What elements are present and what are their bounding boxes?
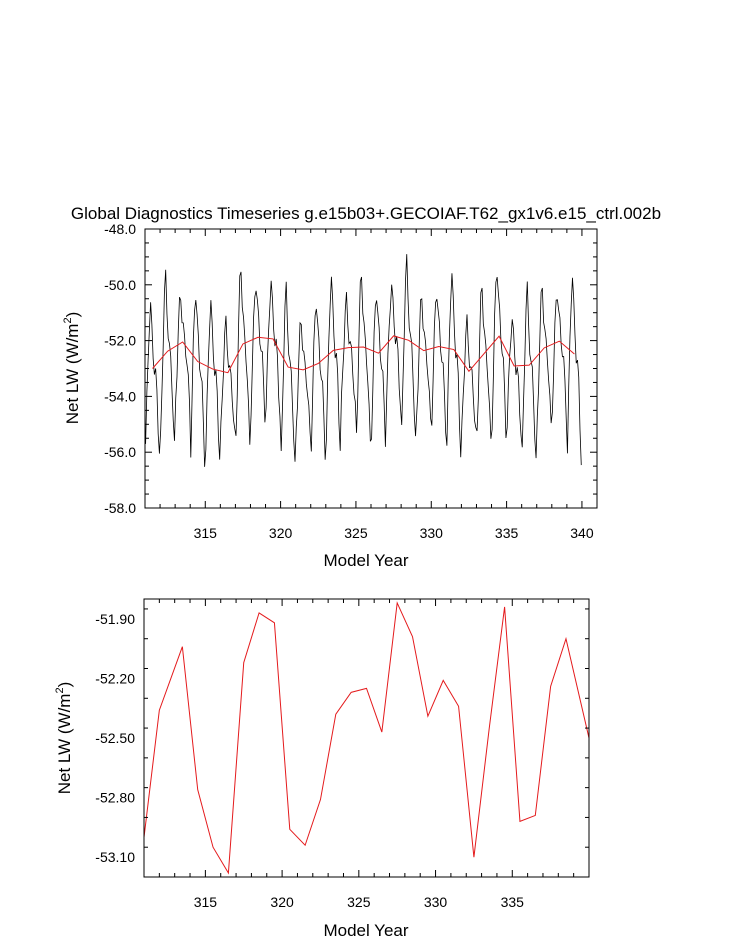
top-x-tick-label: 335 <box>495 525 519 541</box>
bottom-y-tick-label: -52.50 <box>95 730 135 746</box>
top-y-tick-label: -50.0 <box>104 277 136 293</box>
bottom-x-tick-label: 330 <box>424 894 448 910</box>
bottom-annual-series-line <box>143 601 590 875</box>
top-x-tick-label: 340 <box>570 525 594 541</box>
bottom-panel: 315 320 325 330 335 -53.10 -52.80 -52.50 -52.20 -… <box>54 598 590 940</box>
chart-title: Global Diagnostics Timeseries g.e15b03+.… <box>71 204 661 223</box>
bottom-y-tick-label: -53.10 <box>95 849 135 865</box>
bottom-y-axis-label-main: Net LW (W/m <box>55 694 74 795</box>
bottom-y-axis-label-sup: 2 <box>54 687 66 693</box>
top-y-tick-label: -48.0 <box>104 221 136 237</box>
bottom-x-tick-label: 325 <box>347 894 371 910</box>
top-ticks: 315 320 325 330 335 340 -58.0 -56.0 -54.0 -52.0 -5… <box>104 221 598 541</box>
top-annual-series-line <box>152 335 575 374</box>
top-y-axis-label: Net LW (W/m2) <box>62 312 82 425</box>
top-x-tick-label: 315 <box>194 525 218 541</box>
bottom-y-axis-label: Net LW (W/m2) <box>54 682 74 795</box>
bottom-ticks: 315 320 325 330 335 -53.10 -52.80 -52.50 -52.20 -… <box>95 599 590 910</box>
top-x-tick-label: 320 <box>269 525 293 541</box>
top-plot-frame <box>144 228 598 509</box>
bottom-x-tick-label: 335 <box>501 894 525 910</box>
top-y-axis-label-sup: 2 <box>62 317 74 323</box>
top-plot-series <box>145 254 582 467</box>
top-y-tick-label: -58.0 <box>104 500 136 516</box>
bottom-plot-series <box>143 601 590 875</box>
top-y-tick-label: -52.0 <box>104 333 136 349</box>
top-y-axis-label-close: ) <box>63 312 82 318</box>
top-x-tick-label: 325 <box>344 525 368 541</box>
bottom-y-tick-label: -52.20 <box>95 670 135 686</box>
top-x-axis-label: Model Year <box>323 551 408 570</box>
bottom-y-tick-label: -52.80 <box>95 790 135 806</box>
bottom-plot-frame <box>143 598 590 878</box>
bottom-x-tick-label: 320 <box>270 894 294 910</box>
top-panel: Global Diagnostics Timeseries g.e15b03+.… <box>62 204 661 570</box>
bottom-y-tick-label: -51.90 <box>95 611 135 627</box>
bottom-x-axis-label: Model Year <box>323 921 408 940</box>
bottom-x-tick-label: 315 <box>194 894 218 910</box>
bottom-y-axis-label-close: ) <box>55 682 74 688</box>
top-y-axis-label-main: Net LW (W/m <box>63 324 82 425</box>
top-y-tick-label: -56.0 <box>104 444 136 460</box>
top-y-tick-label: -54.0 <box>104 388 136 404</box>
top-monthly-series-line <box>145 254 582 467</box>
top-x-tick-label: 330 <box>420 525 444 541</box>
